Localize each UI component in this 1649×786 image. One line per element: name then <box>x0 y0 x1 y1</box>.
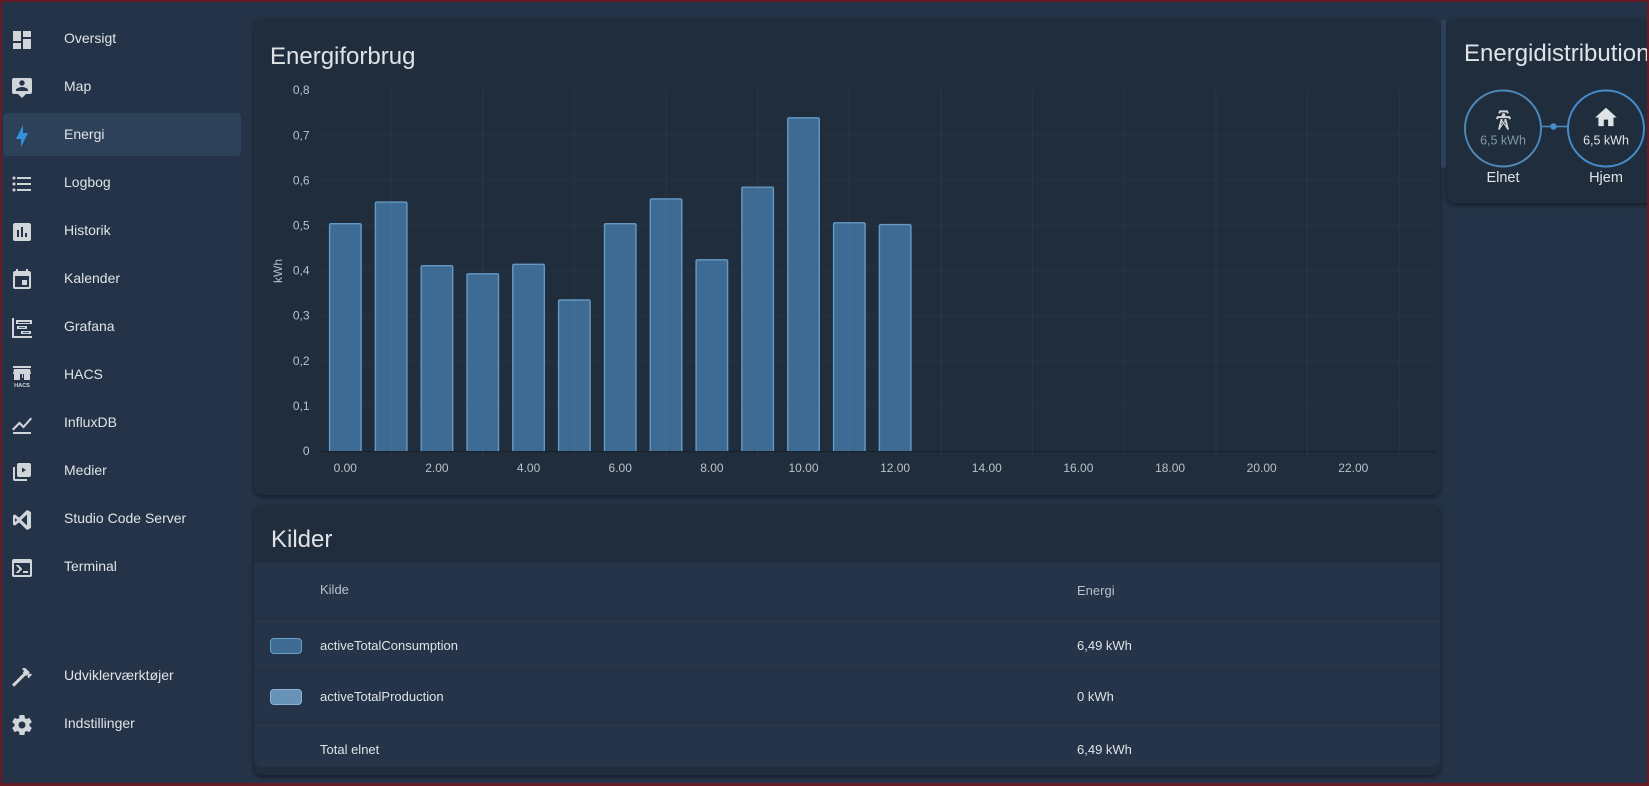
svg-text:6,5 kWh: 6,5 kWh <box>1480 134 1526 148</box>
svg-text:0,8: 0,8 <box>293 83 310 97</box>
svg-text:0,1: 0,1 <box>293 399 310 413</box>
svg-text:Elnet: Elnet <box>1486 170 1519 186</box>
svg-text:HACS: HACS <box>14 383 30 388</box>
svg-text:0,2: 0,2 <box>293 354 310 368</box>
svg-text:20.00: 20.00 <box>1247 461 1277 475</box>
svg-text:4.00: 4.00 <box>517 461 541 475</box>
svg-text:10.00: 10.00 <box>788 461 818 475</box>
svg-text:0: 0 <box>303 444 310 458</box>
svg-text:6.00: 6.00 <box>609 461 633 475</box>
svg-text:Hjem: Hjem <box>1589 170 1623 186</box>
svg-text:14.00: 14.00 <box>972 461 1002 475</box>
svg-text:0,3: 0,3 <box>293 309 310 323</box>
svg-text:6,5 kWh: 6,5 kWh <box>1583 134 1629 148</box>
svg-text:0,6: 0,6 <box>293 173 310 187</box>
svg-text:22.00: 22.00 <box>1338 461 1368 475</box>
svg-text:2.00: 2.00 <box>425 461 449 475</box>
svg-text:kWh: kWh <box>271 259 285 283</box>
svg-text:12.00: 12.00 <box>880 461 910 475</box>
svg-text:0,5: 0,5 <box>293 219 310 233</box>
svg-text:16.00: 16.00 <box>1063 461 1093 475</box>
svg-text:0.00: 0.00 <box>334 461 358 475</box>
svg-text:0,4: 0,4 <box>293 264 310 278</box>
svg-text:18.00: 18.00 <box>1155 461 1185 475</box>
svg-text:0,7: 0,7 <box>293 128 310 142</box>
svg-text:8.00: 8.00 <box>700 461 724 475</box>
